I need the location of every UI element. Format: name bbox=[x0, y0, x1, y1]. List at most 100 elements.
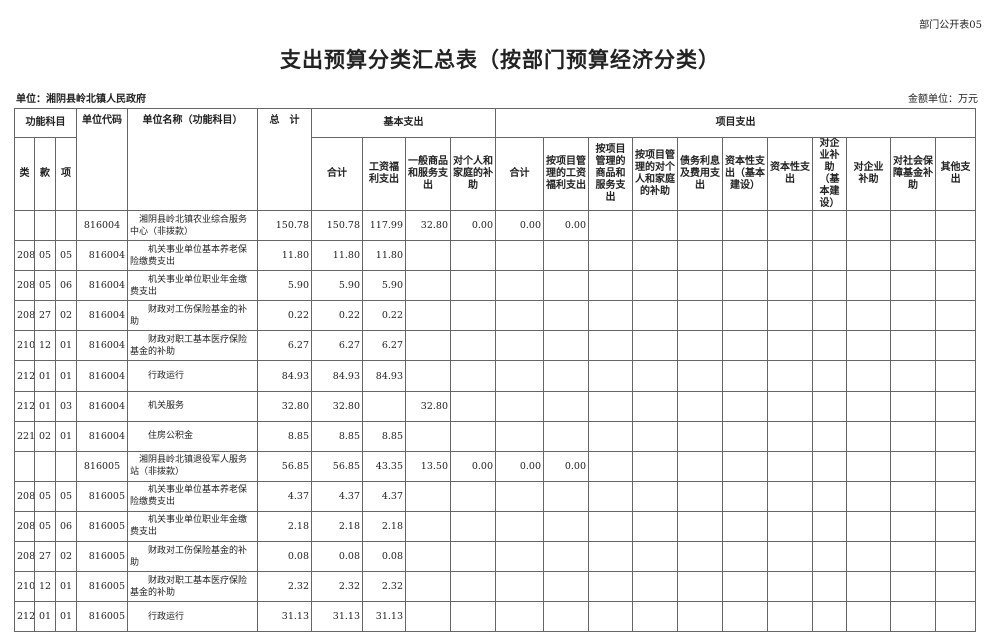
cell-lei bbox=[14, 209, 35, 242]
cell-project-other bbox=[722, 571, 768, 603]
cell-basic-total: 31.13 bbox=[311, 601, 363, 633]
header-lei: 类 bbox=[14, 137, 35, 211]
cell-unit-name: 财政对工伤保险基金的补助 bbox=[127, 541, 258, 573]
cell-basic-goods: 13.50 bbox=[405, 450, 451, 482]
cell-project-other bbox=[677, 300, 723, 332]
header-project-col: 其他支出 bbox=[934, 137, 977, 211]
cell-project-total bbox=[495, 480, 544, 512]
cell-project-salary bbox=[543, 541, 589, 573]
cell-project-other bbox=[677, 330, 723, 362]
cell-project-other bbox=[934, 300, 977, 332]
cell-unit-name: 湘阴县岭北镇退役军人服务站（非拨款） bbox=[127, 450, 258, 482]
cell-basic-goods: 32.80 bbox=[405, 390, 451, 422]
cell-project-salary bbox=[543, 360, 589, 392]
header-project-col: 对企业补助 bbox=[846, 137, 891, 211]
cell-project-salary bbox=[543, 510, 589, 543]
cell-unit-name: 财政对工伤保险基金的补助 bbox=[127, 300, 258, 332]
cell-project-other bbox=[767, 330, 813, 362]
cell-project-other bbox=[632, 571, 678, 603]
header-xiang: 项 bbox=[55, 137, 77, 211]
cell-project-other bbox=[722, 541, 768, 573]
cell-unit-code: 816004 bbox=[76, 240, 128, 272]
cell-project-other bbox=[677, 240, 723, 272]
cell-project-salary bbox=[543, 330, 589, 362]
cell-basic-salary: 8.85 bbox=[362, 420, 406, 452]
cell-basic-total: 6.27 bbox=[311, 330, 363, 362]
cell-basic-goods bbox=[405, 420, 451, 452]
cell-project-other bbox=[767, 601, 813, 633]
cell-lei: 208 bbox=[14, 300, 35, 332]
cell-project-other bbox=[812, 300, 847, 332]
cell-project-other bbox=[632, 420, 678, 452]
cell-kuan: 05 bbox=[34, 510, 56, 543]
cell-project-salary bbox=[543, 571, 589, 603]
cell-project-other bbox=[890, 330, 936, 362]
cell-project-other bbox=[677, 209, 723, 242]
cell-project-other bbox=[934, 541, 977, 573]
cell-project-other bbox=[846, 270, 891, 302]
cell-xiang: 06 bbox=[55, 270, 77, 302]
cell-unit-name: 机关事业单位职业年金缴费支出 bbox=[127, 270, 258, 302]
cell-project-other bbox=[588, 541, 633, 573]
cell-basic-total: 5.90 bbox=[311, 270, 363, 302]
cell-unit-code: 816004 bbox=[76, 360, 128, 392]
cell-xiang: 01 bbox=[55, 420, 77, 452]
cell-unit-name: 行政运行 bbox=[127, 360, 258, 392]
cell-project-other bbox=[812, 330, 847, 362]
cell-unit-code: 816004 bbox=[76, 420, 128, 452]
table-row: 221 02 01 816004 住房公积金 8.85 8.85 8.85 bbox=[14, 420, 977, 452]
cell-project-other bbox=[677, 390, 723, 422]
cell-project-other bbox=[588, 510, 633, 543]
cell-project-other bbox=[890, 450, 936, 482]
cell-project-other bbox=[767, 510, 813, 543]
cell-basic-salary: 11.80 bbox=[362, 240, 406, 272]
cell-project-other bbox=[890, 601, 936, 633]
cell-basic-total: 0.08 bbox=[311, 541, 363, 573]
unit-label: 单位：湘阴县岭北镇人民政府 bbox=[16, 94, 146, 105]
header-basic-col: 对个人和家庭的补助 bbox=[450, 137, 496, 211]
header-basic-col: 工资福利支出 bbox=[362, 137, 406, 211]
cell-unit-name: 机关事业单位基本养老保险缴费支出 bbox=[127, 480, 258, 512]
cell-project-other bbox=[846, 510, 891, 543]
cell-basic-total: 2.18 bbox=[311, 510, 363, 543]
form-number: 部门公开表05 bbox=[919, 20, 982, 31]
header-project-col: 合计 bbox=[495, 137, 544, 211]
table-row: 208 05 06 816005 机关事业单位职业年金缴费支出 2.18 2.18 2.18 bbox=[14, 510, 977, 543]
cell-total: 8.85 bbox=[257, 420, 312, 452]
cell-unit-code: 816005 bbox=[76, 450, 128, 482]
cell-basic-salary: 84.93 bbox=[362, 360, 406, 392]
header-project-col: 按项目管理的工资福利支出 bbox=[543, 137, 589, 211]
cell-basic-goods bbox=[405, 480, 451, 512]
cell-project-other bbox=[890, 420, 936, 452]
header-basic: 基本支出 bbox=[311, 108, 496, 138]
cell-unit-name: 财政对职工基本医疗保险基金的补助 bbox=[127, 571, 258, 603]
cell-unit-name: 机关服务 bbox=[127, 390, 258, 422]
table-row: 208 27 02 816004 财政对工伤保险基金的补助 0.22 0.22 0.22 bbox=[14, 300, 977, 332]
cell-project-salary: 0.00 bbox=[543, 209, 589, 242]
cell-project-other bbox=[677, 360, 723, 392]
cell-project-other bbox=[812, 270, 847, 302]
cell-basic-salary: 0.22 bbox=[362, 300, 406, 332]
cell-project-other bbox=[722, 450, 768, 482]
cell-unit-name: 湘阴县岭北镇农业综合服务中心（非拨款） bbox=[127, 209, 258, 242]
cell-basic-personal bbox=[450, 330, 496, 362]
cell-xiang: 02 bbox=[55, 300, 77, 332]
cell-total: 32.80 bbox=[257, 390, 312, 422]
cell-project-other bbox=[588, 270, 633, 302]
cell-kuan bbox=[34, 209, 56, 242]
cell-project-other bbox=[934, 209, 977, 242]
cell-project-other bbox=[767, 390, 813, 422]
cell-project-other bbox=[767, 360, 813, 392]
cell-project-other bbox=[588, 601, 633, 633]
cell-project-other bbox=[812, 390, 847, 422]
cell-project-other bbox=[846, 601, 891, 633]
cell-basic-personal bbox=[450, 360, 496, 392]
table-row: 208 05 06 816004 机关事业单位职业年金缴费支出 5.90 5.90 5.90 bbox=[14, 270, 977, 302]
cell-basic-total: 2.32 bbox=[311, 571, 363, 603]
cell-project-other bbox=[677, 480, 723, 512]
cell-project-total bbox=[495, 601, 544, 633]
cell-project-salary bbox=[543, 270, 589, 302]
cell-total: 0.22 bbox=[257, 300, 312, 332]
cell-total: 0.08 bbox=[257, 541, 312, 573]
cell-project-other bbox=[588, 571, 633, 603]
